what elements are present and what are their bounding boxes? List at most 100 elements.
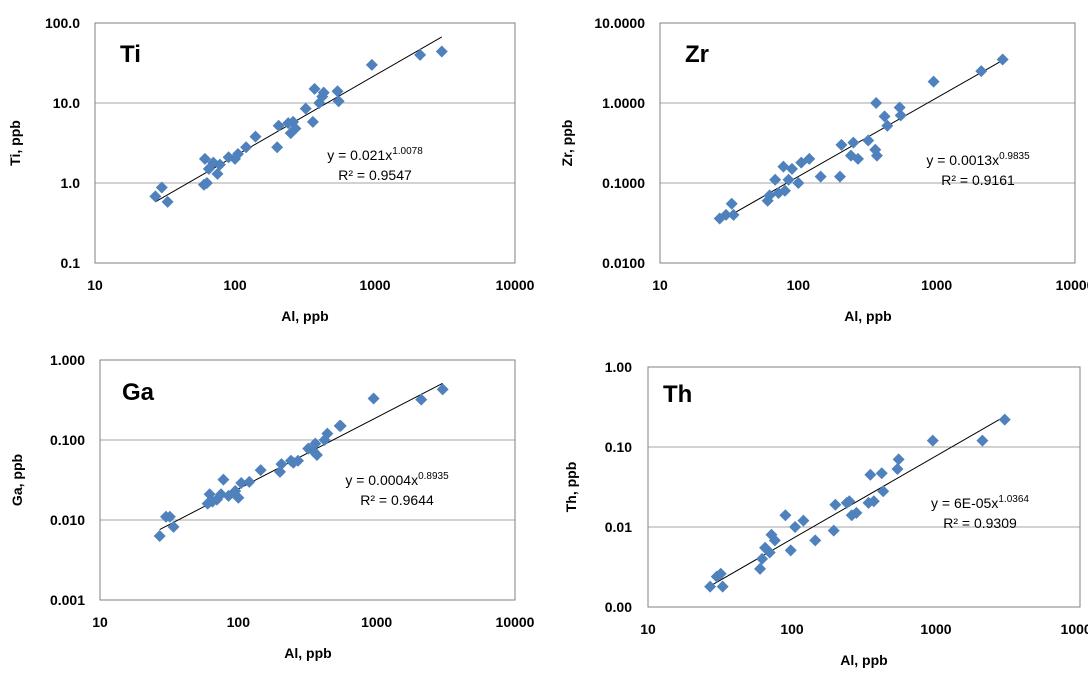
data-point [769,173,782,186]
data-point [235,477,248,490]
data-point [727,208,740,221]
data-point [814,170,827,183]
data-point [249,130,262,143]
data-point [843,495,856,508]
data-point [926,434,939,447]
x-tick-label: 1000 [921,277,952,293]
data-point [891,463,904,476]
data-point [852,152,865,165]
data-point [232,491,245,504]
chart-th: 0.00 0.01 0.10 1.00 10 100 1000 10000 Al, ppb Th,… [563,359,1088,668]
x-tick-label: 100 [787,277,811,293]
element-label: Ga [122,379,155,406]
data-point [714,567,727,580]
y-tick-label: 1.0000 [602,95,645,111]
data-point [254,464,267,477]
data-point [893,101,906,114]
y-tick-label: 100.0 [45,15,80,31]
regression-equation: y = 0.0004x0.8935 [345,471,449,488]
data-point [272,119,285,132]
x-tick-label: 10 [92,614,108,630]
regression-equation: y = 0.0013x0.9835 [926,151,1030,168]
y-tick-label: 1.000 [50,352,85,368]
data-point [275,458,288,471]
data-point [998,413,1011,426]
y-tick-label: 0.10 [605,439,632,455]
data-point [754,562,767,575]
data-point [786,162,799,175]
data-point [365,58,378,71]
data-point [704,580,717,593]
data-point [310,448,323,461]
y-tick-label: 1.0 [61,175,81,191]
data-point [875,467,888,480]
data-point [881,119,894,132]
data-point [436,383,449,396]
x-tick-label: 10 [87,277,103,293]
data-point [273,465,286,478]
regression-equation: y = 0.021x1.0078 [327,146,423,163]
y-tick-label: 0.00 [605,599,632,615]
data-point [877,485,890,498]
element-label: Th [663,381,692,408]
data-point [415,393,428,406]
data-point [809,534,822,547]
plot-area [647,366,1081,608]
data-point [784,544,797,557]
data-point [331,85,344,98]
chart-zr: 0.0100 0.1000 1.0000 10.0000 10 100 1000 10000 A… [559,15,1088,324]
r-squared: R² = 0.9161 [941,172,1015,188]
data-point [334,419,347,432]
y-tick-label: 10.0 [53,95,80,111]
data-point [240,141,253,154]
x-tick-label: 10 [640,621,656,637]
x-tick-label: 100 [227,614,251,630]
data-point [231,148,244,161]
data-point [163,510,176,523]
data-point [217,473,230,486]
data-point [763,189,776,202]
data-point [847,136,860,149]
data-point [927,75,940,88]
data-point [243,475,256,488]
data-point [862,134,875,147]
y-axis-title: Th, ppb [563,462,579,513]
x-tick-label: 10000 [1061,621,1088,637]
data-point [797,514,810,527]
x-tick-label: 1000 [361,614,392,630]
r-squared: R² = 0.9309 [943,515,1017,531]
plot-area [659,22,1076,264]
data-point [870,97,883,109]
data-point [792,177,805,189]
data-point [155,181,168,194]
data-point [211,167,224,180]
data-point [756,552,769,565]
data-point [725,197,738,210]
y-tick-label: 0.1000 [602,175,645,191]
data-point [789,521,802,533]
plot-area [94,22,516,264]
data-point [153,530,166,543]
data-point [870,149,883,162]
data-point [975,65,988,78]
data-point [299,102,312,115]
element-label: Ti [120,41,141,68]
x-tick-label: 10000 [496,277,535,293]
data-point [976,434,989,447]
data-point [149,190,162,203]
data-point [763,546,776,559]
data-point [768,534,781,547]
y-tick-label: 10.0000 [594,15,645,31]
x-axis-title: Al, ppb [844,308,891,324]
x-tick-label: 100 [780,621,804,637]
data-point [200,177,213,189]
element-label: Zr [685,41,709,68]
data-point [332,95,345,108]
y-axis-title: Ti, ppb [7,120,23,166]
data-point [309,437,322,450]
y-tick-label: 0.100 [50,432,85,448]
r-squared: R² = 0.9644 [360,492,434,508]
trendline [155,36,443,203]
data-point [213,158,226,171]
